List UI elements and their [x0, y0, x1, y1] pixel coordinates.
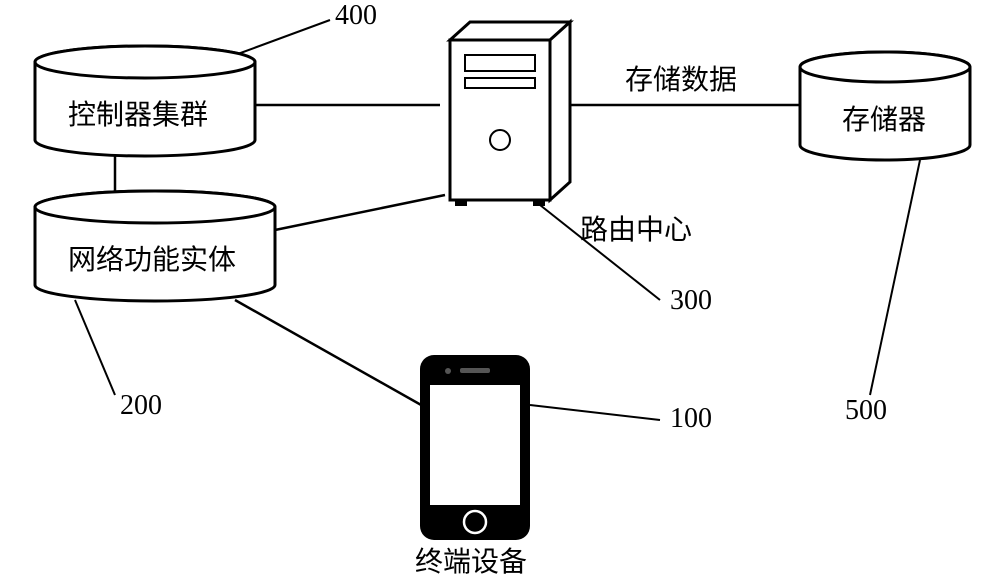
ref-400: 400 [335, 0, 377, 32]
node-terminal-icon [0, 0, 1000, 566]
ref-100: 100 [670, 403, 712, 435]
ref-500: 500 [845, 395, 887, 427]
diagram-canvas: 控制器集群 网络功能实体 存储器 路由中心 终端设备 存储数据 400 200 … [0, 0, 1000, 566]
ref-300: 300 [670, 285, 712, 317]
terminal-label: 终端设备 [415, 540, 527, 580]
data-transfer-label: 存储数据 [625, 58, 737, 98]
ref-200: 200 [120, 390, 162, 422]
storage-label: 存储器 [842, 98, 926, 138]
controller-cluster-label: 控制器集群 [68, 93, 208, 133]
network-entity-label: 网络功能实体 [68, 238, 236, 278]
router-label: 路由中心 [580, 208, 692, 248]
